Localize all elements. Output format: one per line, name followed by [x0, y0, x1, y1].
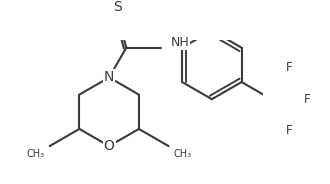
Text: F: F [286, 61, 293, 74]
Text: F: F [304, 93, 311, 106]
Text: S: S [113, 0, 122, 14]
Text: CH₃: CH₃ [26, 149, 45, 159]
Text: N: N [104, 70, 114, 84]
Text: NH: NH [171, 36, 189, 49]
Text: F: F [286, 124, 293, 137]
Text: O: O [104, 139, 115, 153]
Text: CH₃: CH₃ [174, 149, 192, 159]
